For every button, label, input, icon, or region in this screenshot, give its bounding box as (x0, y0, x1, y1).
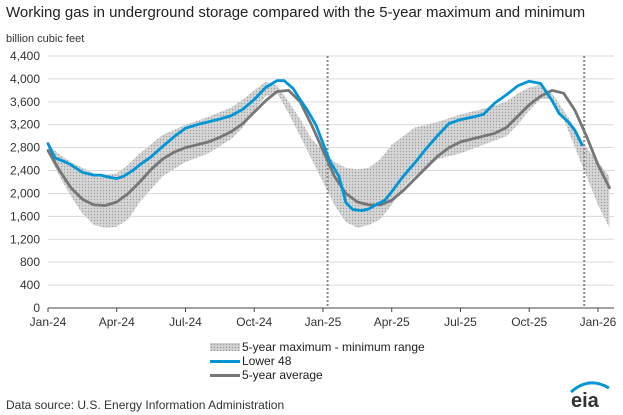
y-axis-unit-label: billion cubic feet (6, 33, 85, 45)
x-tick-label: Apr-24 (99, 315, 135, 329)
y-tick-label: 2,800 (10, 141, 40, 155)
legend-item-range: 5-year maximum - minimum range (210, 340, 425, 354)
series-line-lower48 (46, 79, 584, 213)
legend-swatch-average (210, 373, 240, 377)
legend-label-average: 5-year average (242, 368, 323, 382)
x-tick-label: Jan-24 (30, 315, 67, 329)
x-tick-label: Oct-25 (511, 315, 547, 329)
eia-logo-arc (570, 381, 610, 394)
eia-logo[interactable]: eia (565, 378, 615, 410)
y-tick-label: 3,600 (10, 95, 40, 109)
y-tick-label: 2,000 (10, 186, 40, 200)
y-tick-label: 800 (20, 255, 40, 269)
y-tick-label: 2,400 (10, 164, 40, 178)
x-tick-label: Jan-25 (305, 315, 342, 329)
x-tick-label: Oct-24 (236, 315, 272, 329)
y-tick-label: 4,400 (10, 49, 40, 63)
y-tick-label: 4,000 (10, 72, 40, 86)
legend-swatch-lower48 (210, 359, 240, 363)
series-line-5yr-average (46, 89, 611, 207)
x-tick-label: Apr-25 (374, 315, 410, 329)
y-tick-label: 3,200 (10, 118, 40, 132)
legend-label-range: 5-year maximum - minimum range (242, 340, 425, 354)
x-tick-label: Jan-26 (580, 315, 617, 329)
data-source-note: Data source: U.S. Energy Information Adm… (6, 398, 285, 412)
chart-legend: 5-year maximum - minimum range Lower 48 … (210, 340, 425, 382)
legend-swatch-range (210, 343, 240, 351)
y-tick-label: 400 (20, 278, 40, 292)
y-tick-label: 0 (33, 301, 40, 315)
x-tick-label: Jul-24 (169, 315, 202, 329)
legend-item-lower48: Lower 48 (210, 354, 425, 368)
y-tick-label: 1,600 (10, 209, 40, 223)
y-tick-label: 1,200 (10, 232, 40, 246)
x-tick-label: Jul-25 (444, 315, 477, 329)
legend-label-lower48: Lower 48 (242, 354, 292, 368)
legend-item-average: 5-year average (210, 368, 425, 382)
eia-logo-text: eia (571, 390, 600, 410)
chart-title: Working gas in underground storage compa… (6, 4, 586, 21)
